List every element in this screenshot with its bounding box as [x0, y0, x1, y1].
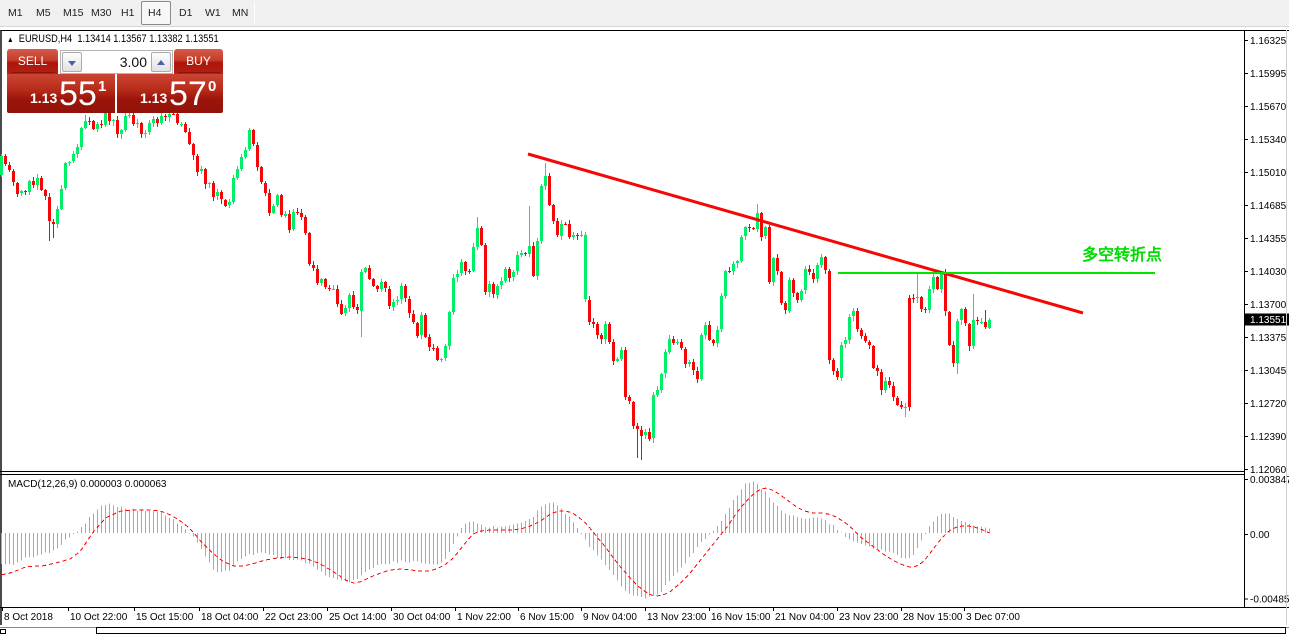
- svg-text:1.15340: 1.15340: [1250, 135, 1287, 146]
- svg-text:0.00: 0.00: [1250, 530, 1270, 541]
- svg-text:1.14355: 1.14355: [1250, 234, 1287, 245]
- svg-text:0.003847: 0.003847: [1250, 475, 1289, 486]
- svg-text:1.15670: 1.15670: [1250, 102, 1287, 113]
- svg-text:MACD(12,26,9) 0.000003 0.00006: MACD(12,26,9) 0.000003 0.000063: [8, 479, 167, 490]
- svg-text:1.12390: 1.12390: [1250, 432, 1287, 443]
- svg-text:1.15995: 1.15995: [1250, 69, 1287, 80]
- svg-text:1.14685: 1.14685: [1250, 201, 1287, 212]
- svg-text:6 Nov 15:00: 6 Nov 15:00: [520, 612, 574, 623]
- svg-text:1.16325: 1.16325: [1250, 36, 1287, 47]
- svg-text:23 Nov 23:00: 23 Nov 23:00: [839, 612, 899, 623]
- svg-text:13 Nov 23:00: 13 Nov 23:00: [647, 612, 707, 623]
- svg-text:10 Oct 22:00: 10 Oct 22:00: [70, 612, 128, 623]
- svg-text:30 Oct 04:00: 30 Oct 04:00: [393, 612, 451, 623]
- svg-text:-0.004856: -0.004856: [1250, 595, 1289, 606]
- svg-text:1.12060: 1.12060: [1250, 465, 1287, 476]
- svg-text:3 Dec 07:00: 3 Dec 07:00: [966, 612, 1020, 623]
- svg-text:1.13045: 1.13045: [1250, 366, 1287, 377]
- svg-text:1.15010: 1.15010: [1250, 168, 1287, 179]
- svg-text:22 Oct 23:00: 22 Oct 23:00: [265, 612, 323, 623]
- svg-text:1.13375: 1.13375: [1250, 333, 1287, 344]
- svg-text:1 Nov 22:00: 1 Nov 22:00: [457, 612, 511, 623]
- svg-text:21 Nov 04:00: 21 Nov 04:00: [775, 612, 835, 623]
- svg-text:1.12720: 1.12720: [1250, 399, 1287, 410]
- svg-text:16 Nov 15:00: 16 Nov 15:00: [711, 612, 771, 623]
- svg-text:1.13700: 1.13700: [1250, 300, 1287, 311]
- svg-text:28 Nov 15:00: 28 Nov 15:00: [903, 612, 963, 623]
- svg-text:18 Oct 04:00: 18 Oct 04:00: [201, 612, 259, 623]
- svg-text:8 Oct 2018: 8 Oct 2018: [4, 612, 53, 623]
- svg-text:1.13551: 1.13551: [1250, 315, 1287, 326]
- svg-text:15 Oct 15:00: 15 Oct 15:00: [136, 612, 194, 623]
- svg-text:1.14030: 1.14030: [1250, 267, 1287, 278]
- svg-text:9 Nov 04:00: 9 Nov 04:00: [583, 612, 637, 623]
- svg-text:多空转折点: 多空转折点: [1082, 245, 1162, 264]
- svg-text:25 Oct 14:00: 25 Oct 14:00: [329, 612, 387, 623]
